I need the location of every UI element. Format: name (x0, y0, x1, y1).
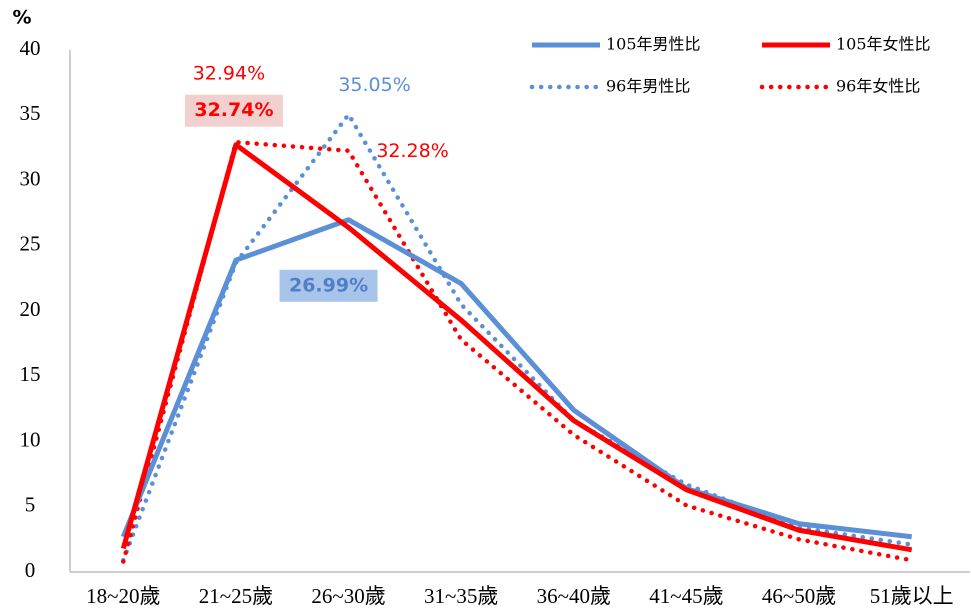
y-tick-label: 40 (20, 36, 41, 60)
data-label: 26.99% (289, 274, 368, 296)
y-tick-label: 0 (25, 558, 36, 582)
y-tick-label: 30 (20, 166, 41, 190)
series-line (120, 142, 913, 553)
data-label-box (184, 94, 283, 127)
series-line (121, 139, 914, 564)
x-tick-label: 51歲以上 (870, 584, 954, 608)
y-tick-label: 25 (20, 232, 41, 256)
y-tick-label: 5 (25, 493, 36, 517)
y-tick-label: 20 (20, 297, 41, 321)
x-tick-label: 26~30歲 (311, 584, 385, 608)
legend-label: 96年女性比 (836, 77, 920, 96)
x-tick-label: 46~50歲 (762, 584, 836, 608)
data-label: 32.74% (194, 99, 273, 121)
x-tick-label: 36~40歲 (537, 584, 611, 608)
data-label: 35.05% (338, 74, 410, 96)
data-label: 32.28% (376, 140, 448, 162)
y-tick-label: 15 (20, 362, 41, 386)
series-line (121, 112, 914, 563)
data-label-box (279, 269, 378, 302)
x-tick-label: 18~20歲 (86, 584, 160, 608)
y-tick-label: 35 (20, 101, 41, 125)
legend-label: 105年女性比 (836, 35, 931, 54)
x-tick-label: 31~35歲 (424, 584, 498, 608)
legend-label: 105年男性比 (606, 35, 701, 54)
legend-label: 96年男性比 (606, 77, 690, 96)
y-axis-label: % (12, 7, 31, 29)
series-line (120, 217, 912, 540)
x-tick-label: 41~45歲 (649, 584, 723, 608)
y-tick-label: 10 (20, 427, 41, 451)
data-label: 32.94% (193, 63, 265, 85)
x-tick-label: 21~25歲 (199, 584, 273, 608)
